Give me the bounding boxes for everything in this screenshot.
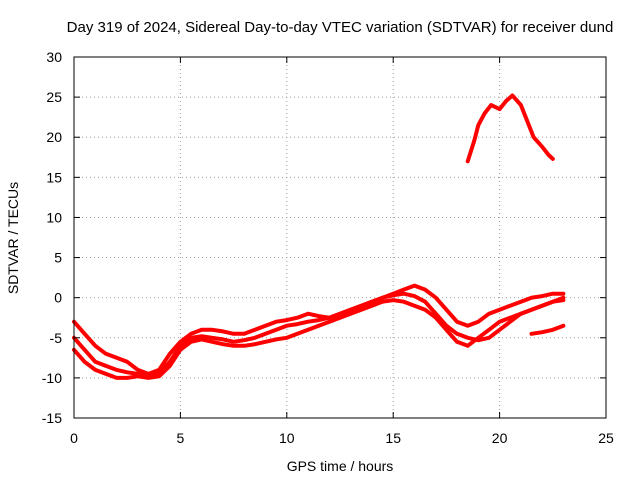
series-line-track-c <box>72 298 566 380</box>
chart-title: Day 319 of 2024, Sidereal Day-to-day VTE… <box>67 19 614 36</box>
x-axis-label: GPS time / hours <box>287 458 394 474</box>
x-tick-label: 25 <box>598 430 614 446</box>
x-tick-labels: 0 5 10 15 20 25 <box>70 430 614 446</box>
x-tick-label: 5 <box>177 430 185 446</box>
y-tick-label: -5 <box>50 330 63 346</box>
y-axis-label: SDTVAR / TECUs <box>5 182 21 294</box>
y-tick-label: 20 <box>46 129 62 145</box>
y-tick-label: -10 <box>42 370 62 386</box>
grid <box>74 57 606 418</box>
tick-marks <box>73 56 607 419</box>
x-tick-label: 20 <box>492 430 508 446</box>
series-layer <box>72 93 566 380</box>
x-tick-label: 10 <box>279 430 295 446</box>
y-tick-label: -15 <box>42 410 62 426</box>
series-line-track-b <box>72 291 566 379</box>
series-line-track-e <box>529 323 566 336</box>
y-tick-label: 15 <box>46 169 62 185</box>
y-tick-label: 5 <box>54 250 62 266</box>
series-line-track-a <box>72 283 566 376</box>
y-tick-label: 25 <box>46 89 62 105</box>
x-tick-label: 0 <box>70 430 78 446</box>
series-line-track-d <box>465 93 555 164</box>
y-tick-label: 10 <box>46 209 62 225</box>
y-tick-labels: -15 -10 -5 0 5 10 15 20 25 30 <box>42 49 62 426</box>
plot-frame <box>73 56 607 419</box>
x-tick-label: 15 <box>385 430 401 446</box>
y-tick-label: 0 <box>54 290 62 306</box>
y-tick-label: 30 <box>46 49 62 65</box>
